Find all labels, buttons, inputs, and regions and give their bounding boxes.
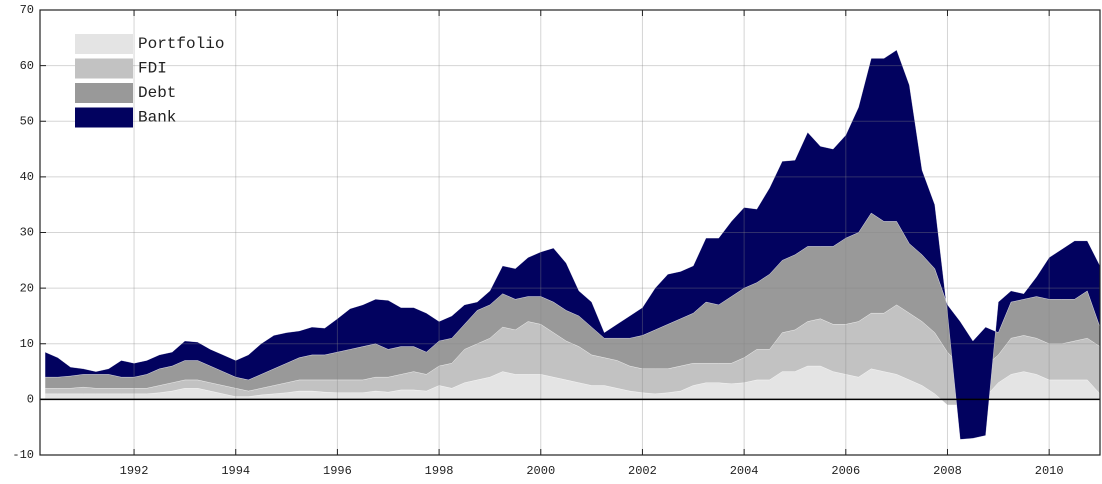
x-tick-label: 2000 bbox=[526, 464, 555, 478]
legend-swatch bbox=[75, 34, 133, 54]
legend: Portfolio FDI Debt Bank bbox=[75, 34, 224, 128]
y-tick-label: 10 bbox=[20, 337, 34, 351]
x-tick-label: 2002 bbox=[628, 464, 657, 478]
x-tick-label: 2006 bbox=[831, 464, 860, 478]
legend-swatch bbox=[75, 83, 133, 103]
y-tick-label: 40 bbox=[20, 170, 34, 184]
x-tick-label: 1996 bbox=[323, 464, 352, 478]
legend-label: FDI bbox=[138, 60, 167, 78]
legend-swatch bbox=[75, 58, 133, 79]
y-tick-label: 30 bbox=[20, 226, 34, 240]
y-tick-label: 50 bbox=[20, 114, 34, 128]
legend-swatch bbox=[75, 107, 133, 128]
x-tick-label: 2008 bbox=[933, 464, 962, 478]
x-tick-label: 1992 bbox=[120, 464, 149, 478]
x-tick-label: 2010 bbox=[1035, 464, 1064, 478]
legend-label: Bank bbox=[138, 109, 176, 127]
legend-label: Portfolio bbox=[138, 35, 224, 53]
plot-frame bbox=[39, 9, 1101, 456]
y-tick-label: 60 bbox=[20, 59, 34, 73]
legend-label: Debt bbox=[138, 84, 176, 102]
x-tick-label: 2004 bbox=[730, 464, 759, 478]
x-tick-label: 1998 bbox=[425, 464, 454, 478]
y-tick-label: 20 bbox=[20, 281, 34, 295]
y-tick-label: 0 bbox=[27, 393, 34, 407]
x-tick-label: 1994 bbox=[221, 464, 250, 478]
y-tick-label: -10 bbox=[12, 448, 34, 462]
y-tick-label: 70 bbox=[20, 3, 34, 17]
